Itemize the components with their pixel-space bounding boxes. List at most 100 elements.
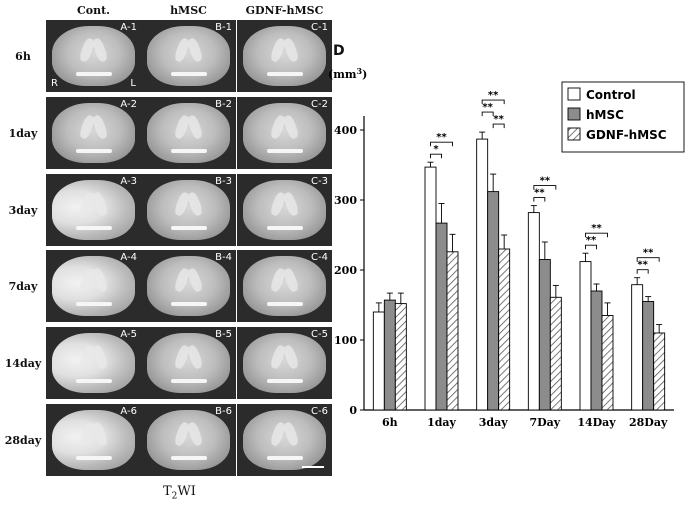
legend-swatch — [567, 107, 581, 121]
mri-slice-image: A-2 — [46, 97, 141, 169]
brain-structure — [76, 149, 112, 153]
bar-control — [631, 284, 644, 411]
y-tick-label: 300 — [334, 194, 357, 207]
bar-hmsc — [538, 259, 551, 411]
mri-slice-image: B-4 — [141, 250, 236, 322]
legend-swatch — [567, 87, 581, 101]
brain-structure — [76, 379, 112, 383]
brain-structure — [267, 302, 303, 306]
slice-code: B-4 — [215, 252, 232, 263]
side-left-label: L — [130, 78, 136, 89]
mri-slice-image: C-3 — [237, 174, 332, 246]
column-header: hMSC — [170, 4, 207, 17]
brain-structure — [76, 226, 112, 230]
brain-shape — [52, 26, 135, 86]
bar-gdnf-hmsc — [446, 251, 459, 411]
brain-shape — [147, 410, 230, 470]
brain-shape — [52, 256, 135, 316]
bar-gdnf-hmsc — [601, 315, 614, 411]
slice-code: B-6 — [215, 406, 232, 417]
significance-bracket — [430, 141, 453, 147]
side-right-label: R — [51, 78, 58, 89]
column-header: GDNF-hMSC — [245, 4, 324, 17]
caption-rest: WI — [177, 484, 196, 499]
brain-structure — [171, 379, 207, 383]
significance-label: ** — [643, 248, 654, 259]
y-tick-label: 100 — [334, 334, 357, 347]
mri-slice-image: B-6 — [141, 404, 236, 476]
mri-slice-image: B-1 — [141, 20, 236, 92]
brain-structure — [76, 456, 112, 460]
brain-structure — [171, 456, 207, 460]
brain-shape — [243, 410, 326, 470]
slice-code: A-6 — [120, 406, 137, 417]
brain-structure — [171, 302, 207, 306]
row-label: 6h — [15, 50, 31, 63]
brain-structure — [267, 379, 303, 383]
bar-control — [527, 212, 540, 411]
brain-structure — [76, 302, 112, 306]
brain-structure — [171, 226, 207, 230]
mri-caption: T2WI — [163, 484, 196, 502]
x-category-label: 6h — [382, 416, 398, 429]
mri-slice-image: A-5 — [46, 327, 141, 399]
significance-label: ** — [482, 102, 493, 113]
mri-slice-image: C-4 — [237, 250, 332, 322]
x-category-label: 28Day — [629, 416, 668, 429]
significance-label: ** — [637, 260, 648, 271]
brain-shape — [52, 333, 135, 393]
significance-label: ** — [586, 235, 597, 246]
slice-code: C-2 — [311, 99, 328, 110]
slice-code: A-3 — [120, 176, 137, 187]
x-category-label: 14Day — [577, 416, 616, 429]
bar-control — [424, 166, 437, 411]
brain-shape — [147, 180, 230, 240]
bar-hmsc — [435, 222, 448, 411]
slice-code: B-3 — [215, 176, 232, 187]
bar-gdnf-hmsc — [653, 332, 666, 411]
brain-structure — [171, 72, 207, 76]
brain-shape — [243, 333, 326, 393]
row-label: 7day — [8, 280, 38, 293]
x-category-label: 3day — [479, 416, 508, 429]
significance-bracket — [585, 232, 608, 238]
mri-slice-image: A-3 — [46, 174, 141, 246]
x-category-label: 1day — [427, 416, 456, 429]
mri-slice-image: C-2 — [237, 97, 332, 169]
mri-slice-image: A-1 R L — [46, 20, 141, 92]
caption-sub: 2 — [171, 491, 178, 502]
brain-structure — [267, 149, 303, 153]
bar-gdnf-hmsc — [498, 248, 511, 411]
slice-code: B-5 — [215, 329, 232, 340]
legend-swatch — [567, 127, 581, 141]
significance-label: ** — [591, 223, 602, 234]
significance-bracket — [492, 123, 505, 129]
scale-bar — [302, 466, 324, 468]
significance-bracket — [430, 153, 442, 159]
legend-box — [561, 81, 685, 153]
y-axis-label: (mm3) — [328, 66, 367, 81]
slice-code: C-5 — [311, 329, 328, 340]
bar-control — [579, 261, 592, 411]
slice-code: A-5 — [120, 329, 137, 340]
y-tick-label: 200 — [334, 264, 357, 277]
column-header: Cont. — [77, 4, 110, 17]
significance-bracket — [533, 197, 546, 202]
significance-bracket — [585, 244, 597, 250]
slice-code: A-2 — [120, 99, 137, 110]
bar-control — [372, 311, 385, 411]
brain-structure — [76, 72, 112, 76]
brain-shape — [147, 26, 230, 86]
caption-main: T — [163, 484, 172, 499]
y-tick-label: 400 — [334, 124, 357, 137]
significance-label: ** — [436, 132, 447, 143]
brain-shape — [52, 180, 135, 240]
significance-label: ** — [534, 188, 545, 199]
y-tick-label: 0 — [349, 404, 357, 417]
mri-slice-image: B-2 — [141, 97, 236, 169]
legend-entry: GDNF-hMSC — [586, 128, 667, 142]
bar-gdnf-hmsc — [394, 303, 407, 411]
significance-bracket — [481, 99, 505, 105]
brain-shape — [147, 103, 230, 163]
